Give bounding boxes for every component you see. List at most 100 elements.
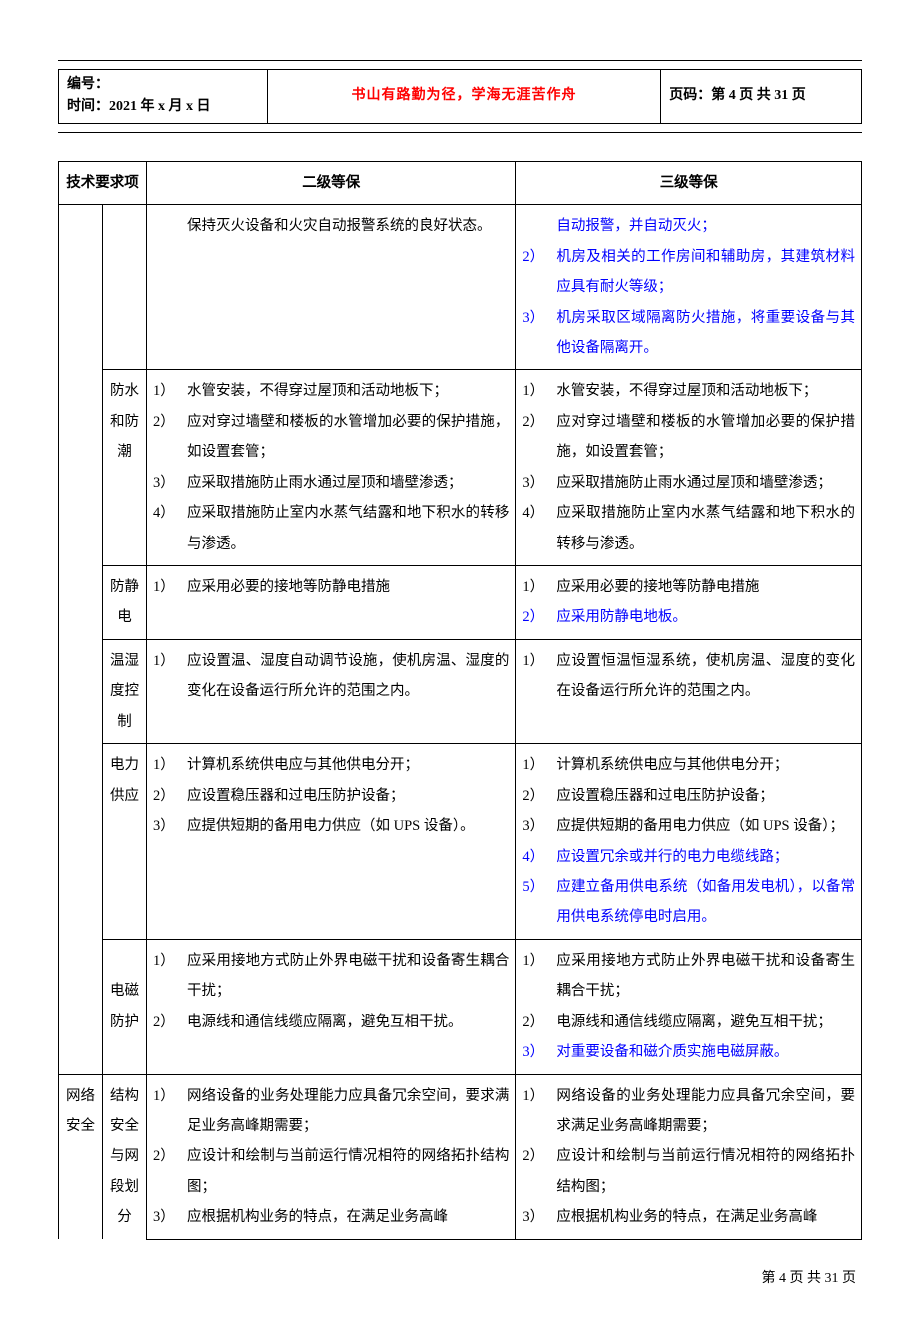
item-text: 对重要设备和磁介质实施电磁屏蔽。 xyxy=(556,1037,855,1067)
level2-cell: 1）应采用接地方式防止外界电磁干扰和设备寄生耦合干扰；2）电源线和通信线缆应隔离… xyxy=(147,939,516,1074)
item-list: 1）水管安装，不得穿过屋顶和活动地板下；2）应对穿过墙壁和楼板的水管增加必要的保… xyxy=(522,376,855,559)
th-req: 技术要求项 xyxy=(59,161,147,204)
list-item: 2）应采用防静电地板。 xyxy=(522,602,855,632)
item-text: 应建立备用供电系统（如备用发电机），以备常用供电系统停电时启用。 xyxy=(556,872,855,933)
item-text: 应采取措施防止雨水通过屋顶和墙壁渗透； xyxy=(556,468,855,498)
list-item: 3）应采取措施防止雨水通过屋顶和墙壁渗透； xyxy=(153,468,509,498)
list-item: 1）应设置温、湿度自动调节设施，使机房温、湿度的变化在设备运行所允许的范围之内。 xyxy=(153,646,509,707)
level2-cell: 保持灭火设备和火灾自动报警系统的良好状态。 xyxy=(147,205,516,370)
table-row: 电力供应1）计算机系统供电应与其他供电分开；2）应设置稳压器和过电压防护设备；3… xyxy=(59,744,862,940)
item-text: 计算机系统供电应与其他供电分开； xyxy=(187,750,509,780)
list-item: 4）应采取措施防止室内水蒸气结露和地下积水的转移与渗透。 xyxy=(153,498,509,559)
th-level2: 二级等保 xyxy=(147,161,516,204)
item-number: 2） xyxy=(153,1141,187,1171)
item-text: 应采用接地方式防止外界电磁干扰和设备寄生耦合干扰； xyxy=(556,946,855,1007)
category-cell xyxy=(59,566,103,640)
header-bottom-rule xyxy=(58,132,862,133)
level2-cell: 1）应设置温、湿度自动调节设施，使机房温、湿度的变化在设备运行所允许的范围之内。 xyxy=(147,639,516,743)
item-list: 1）应采用接地方式防止外界电磁干扰和设备寄生耦合干扰；2）电源线和通信线缆应隔离… xyxy=(522,946,855,1068)
item-number: 4） xyxy=(522,842,556,872)
item-text: 机房采取区域隔离防火措施，将重要设备与其他设备隔离开。 xyxy=(556,303,855,364)
list-item: 2）应对穿过墙壁和楼板的水管增加必要的保护措施，如设置套管； xyxy=(153,407,509,468)
item-list: 保持灭火设备和火灾自动报警系统的良好状态。 xyxy=(153,211,509,241)
list-item: 1）网络设备的业务处理能力应具备冗余空间，要求满足业务高峰期需要； xyxy=(153,1081,509,1142)
item-number: 3） xyxy=(522,468,556,498)
item-list: 1）水管安装，不得穿过屋顶和活动地板下；2）应对穿过墙壁和楼板的水管增加必要的保… xyxy=(153,376,509,559)
table-row: 温湿度控制1）应设置温、湿度自动调节设施，使机房温、湿度的变化在设备运行所允许的… xyxy=(59,639,862,743)
table-row: 防水和防潮1）水管安装，不得穿过屋顶和活动地板下；2）应对穿过墙壁和楼板的水管增… xyxy=(59,370,862,566)
item-number: 2） xyxy=(522,781,556,811)
item-text: 应设置温、湿度自动调节设施，使机房温、湿度的变化在设备运行所允许的范围之内。 xyxy=(187,646,509,707)
item-text: 应设置稳压器和过电压防护设备； xyxy=(187,781,509,811)
item-text: 应采取措施防止室内水蒸气结露和地下积水的转移与渗透。 xyxy=(187,498,509,559)
list-item: 1）应采用必要的接地等防静电措施 xyxy=(153,572,509,602)
item-number: 1） xyxy=(153,646,187,676)
level3-cell: 1）应采用必要的接地等防静电措施2）应采用防静电地板。 xyxy=(516,566,862,640)
level3-cell: 1）网络设备的业务处理能力应具备冗余空间，要求满足业务高峰期需要；2）应设计和绘… xyxy=(516,1074,862,1239)
item-text: 应对穿过墙壁和楼板的水管增加必要的保护措施，如设置套管； xyxy=(187,407,509,468)
item-number: 1） xyxy=(153,946,187,976)
item-text: 应对穿过墙壁和楼板的水管增加必要的保护措施，如设置套管； xyxy=(556,407,855,468)
item-number: 2） xyxy=(153,407,187,437)
category-cell xyxy=(59,639,103,743)
list-item: 1）水管安装，不得穿过屋顶和活动地板下； xyxy=(522,376,855,406)
list-item: 1）计算机系统供电应与其他供电分开； xyxy=(522,750,855,780)
item-text: 应提供短期的备用电力供应（如 UPS 设备）； xyxy=(556,811,855,841)
item-number: 3） xyxy=(522,811,556,841)
item-text: 应根据机构业务的特点，在满足业务高峰 xyxy=(187,1202,509,1232)
item-text: 应采用防静电地板。 xyxy=(556,602,855,632)
item-list: 1）应采用必要的接地等防静电措施 xyxy=(153,572,509,602)
category-cell: 网络安全 xyxy=(59,1074,103,1239)
list-item: 2）电源线和通信线缆应隔离，避免互相干扰； xyxy=(522,1007,855,1037)
level2-cell: 1）计算机系统供电应与其他供电分开；2）应设置稳压器和过电压防护设备；3）应提供… xyxy=(147,744,516,940)
category-cell xyxy=(59,939,103,1074)
list-item: 3）应根据机构业务的特点，在满足业务高峰 xyxy=(153,1202,509,1232)
category-cell xyxy=(59,205,103,370)
table-row: 保持灭火设备和火灾自动报警系统的良好状态。自动报警，并自动灭火；2）机房及相关的… xyxy=(59,205,862,370)
item-text: 应采用必要的接地等防静电措施 xyxy=(556,572,855,602)
item-text: 网络设备的业务处理能力应具备冗余空间，要求满足业务高峰期需要； xyxy=(187,1081,509,1142)
item-number: 5） xyxy=(522,872,556,902)
list-item: 2）应对穿过墙壁和楼板的水管增加必要的保护措施，如设置套管； xyxy=(522,407,855,468)
item-text: 水管安装，不得穿过屋顶和活动地板下； xyxy=(187,376,509,406)
list-item: 2）应设计和绘制与当前运行情况相符的网络拓扑结构图； xyxy=(522,1141,855,1202)
item-list: 1）网络设备的业务处理能力应具备冗余空间，要求满足业务高峰期需要；2）应设计和绘… xyxy=(522,1081,855,1233)
item-number: 1） xyxy=(522,646,556,676)
item-list: 1）应采用接地方式防止外界电磁干扰和设备寄生耦合干扰；2）电源线和通信线缆应隔离… xyxy=(153,946,509,1037)
item-number: 3） xyxy=(153,811,187,841)
level2-cell: 1）应采用必要的接地等防静电措施 xyxy=(147,566,516,640)
item-text: 应设置稳压器和过电压防护设备； xyxy=(556,781,855,811)
item-number: 1） xyxy=(522,1081,556,1111)
item-number: 1） xyxy=(153,1081,187,1111)
item-text: 电源线和通信线缆应隔离，避免互相干扰。 xyxy=(187,1007,509,1037)
item-text: 电源线和通信线缆应隔离，避免互相干扰； xyxy=(556,1007,855,1037)
level3-cell: 1）应设置恒温恒湿系统，使机房温、湿度的变化在设备运行所允许的范围之内。 xyxy=(516,639,862,743)
item-text: 应设置恒温恒湿系统，使机房温、湿度的变化在设备运行所允许的范围之内。 xyxy=(556,646,855,707)
footer-page: 第 4 页 共 31 页 xyxy=(58,1266,862,1293)
item-text: 应设计和绘制与当前运行情况相符的网络拓扑结构图； xyxy=(556,1141,855,1202)
list-item: 5）应建立备用供电系统（如备用发电机），以备常用供电系统停电时启用。 xyxy=(522,872,855,933)
list-item: 3）应提供短期的备用电力供应（如 UPS 设备）。 xyxy=(153,811,509,841)
item-number: 3） xyxy=(153,1202,187,1232)
item-number: 4） xyxy=(153,498,187,528)
item-text: 水管安装，不得穿过屋顶和活动地板下； xyxy=(556,376,855,406)
list-item: 3）对重要设备和磁介质实施电磁屏蔽。 xyxy=(522,1037,855,1067)
list-item: 3）机房采取区域隔离防火措施，将重要设备与其他设备隔离开。 xyxy=(522,303,855,364)
list-item: 自动报警，并自动灭火； xyxy=(522,211,855,241)
category-cell xyxy=(59,744,103,940)
table-row: 电磁防护1）应采用接地方式防止外界电磁干扰和设备寄生耦合干扰；2）电源线和通信线… xyxy=(59,939,862,1074)
item-number: 2） xyxy=(153,781,187,811)
item-number: 1） xyxy=(153,750,187,780)
subcategory-cell: 温湿度控制 xyxy=(103,639,147,743)
header-page-info: 页码：第 4 页 共 31 页 xyxy=(661,70,862,124)
item-list: 1）网络设备的业务处理能力应具备冗余空间，要求满足业务高峰期需要；2）应设计和绘… xyxy=(153,1081,509,1233)
list-item: 1）应设置恒温恒湿系统，使机房温、湿度的变化在设备运行所允许的范围之内。 xyxy=(522,646,855,707)
list-item: 2）电源线和通信线缆应隔离，避免互相干扰。 xyxy=(153,1007,509,1037)
level3-cell: 1）应采用接地方式防止外界电磁干扰和设备寄生耦合干扰；2）电源线和通信线缆应隔离… xyxy=(516,939,862,1074)
subcategory-cell xyxy=(103,205,147,370)
item-text: 应提供短期的备用电力供应（如 UPS 设备）。 xyxy=(187,811,509,841)
list-item: 3）应提供短期的备用电力供应（如 UPS 设备）； xyxy=(522,811,855,841)
item-list: 1）计算机系统供电应与其他供电分开；2）应设置稳压器和过电压防护设备；3）应提供… xyxy=(153,750,509,841)
subcategory-cell: 结构安全与网段划分 xyxy=(103,1074,147,1239)
item-list: 1）计算机系统供电应与其他供电分开；2）应设置稳压器和过电压防护设备；3）应提供… xyxy=(522,750,855,933)
